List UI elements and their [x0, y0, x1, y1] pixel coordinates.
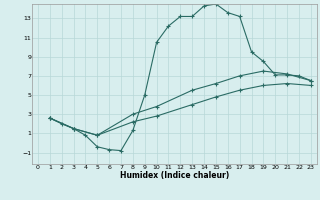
X-axis label: Humidex (Indice chaleur): Humidex (Indice chaleur) [120, 171, 229, 180]
